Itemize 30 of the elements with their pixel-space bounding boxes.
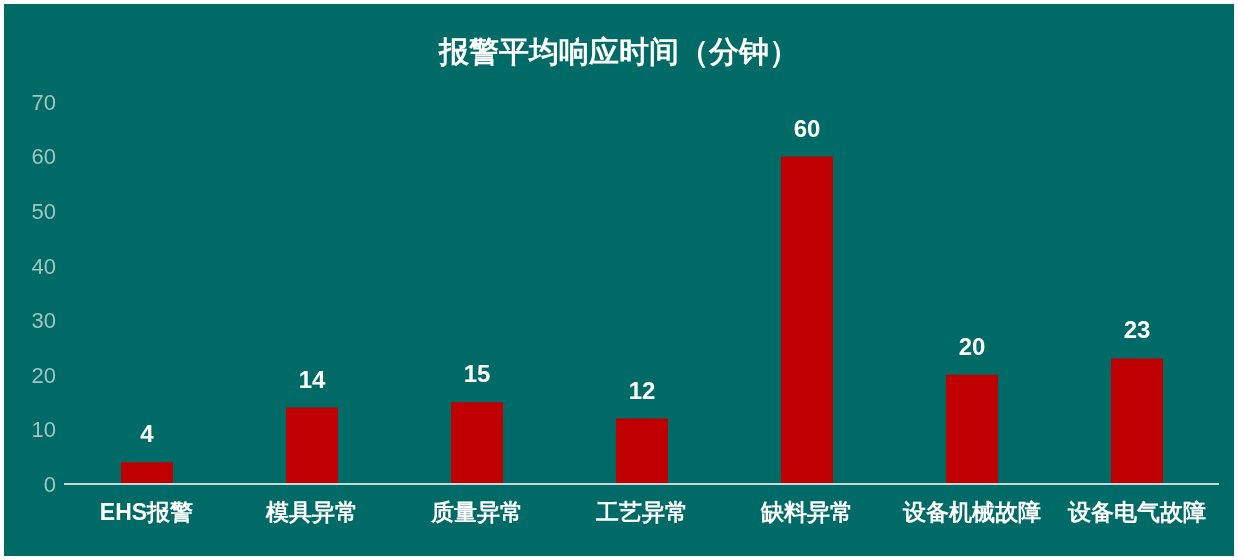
bar — [121, 462, 173, 484]
y-tick-label: 60 — [31, 144, 56, 170]
data-label: 14 — [298, 365, 326, 393]
y-tick-label: 10 — [31, 417, 56, 443]
bar — [286, 407, 338, 484]
data-label: 15 — [463, 360, 491, 388]
x-tick-label: 工艺异常 — [594, 499, 688, 526]
data-label: 23 — [1123, 316, 1151, 344]
y-tick-label: 70 — [31, 89, 56, 115]
y-tick-label: 50 — [31, 198, 56, 224]
y-tick-label: 40 — [31, 253, 56, 279]
x-tick-label: 模具异常 — [264, 499, 358, 526]
bar — [781, 156, 833, 484]
bar — [451, 402, 503, 484]
bar — [616, 418, 668, 484]
y-tick-label: 20 — [31, 362, 56, 388]
x-tick-label: 设备机械故障 — [901, 499, 1041, 526]
data-label: 12 — [628, 376, 656, 404]
data-label: 4 — [140, 420, 155, 448]
x-tick-label: 缺料异常 — [759, 499, 853, 526]
x-tick-label: 设备电气故障 — [1066, 499, 1206, 526]
bar — [946, 374, 998, 484]
chart-title: 报警平均响应时间（分钟） — [437, 34, 800, 70]
y-tick-label: 0 — [43, 471, 56, 497]
x-tick-label: 质量异常 — [429, 499, 523, 526]
data-label: 60 — [793, 114, 821, 142]
x-tick-label: EHS报警 — [99, 499, 194, 526]
data-label: 20 — [958, 332, 986, 360]
y-tick-label: 30 — [31, 308, 56, 334]
bar — [1111, 358, 1163, 484]
